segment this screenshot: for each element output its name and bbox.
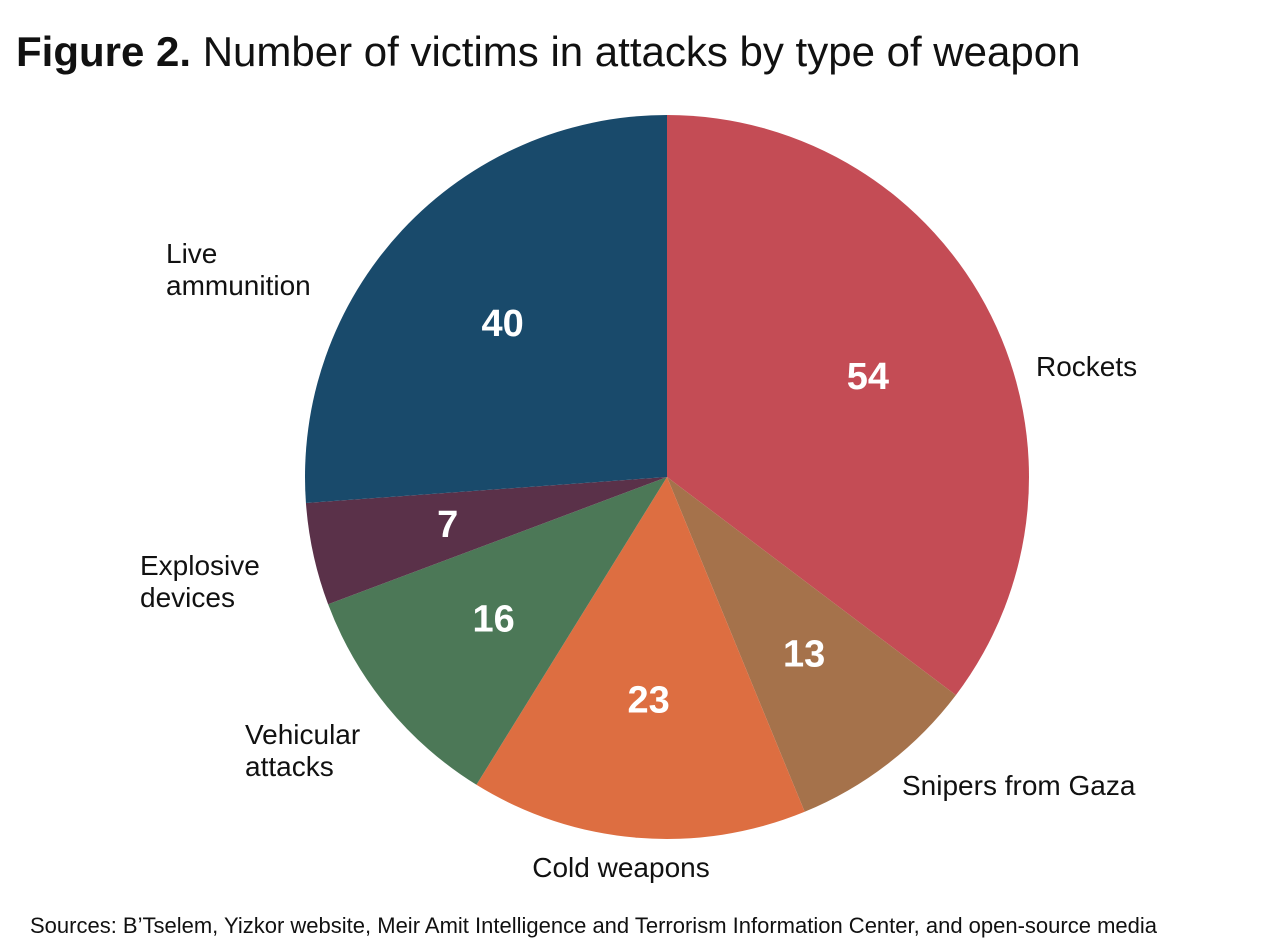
category-label-rockets: Rockets xyxy=(1036,351,1137,382)
pie-category-labels: Rockets Snipers from Gaza Cold weapons Vehi… xyxy=(140,238,1137,883)
chart-source: Sources: B’Tselem, Yizkor website, Meir … xyxy=(30,913,1157,938)
category-label-line: Rockets xyxy=(1036,351,1137,382)
value-label-rockets: 54 xyxy=(847,356,889,398)
category-label-vehicular-attacks: Vehicular attacks xyxy=(245,719,360,782)
category-label-live-ammunition: Live ammunition xyxy=(166,238,311,301)
value-label-explosive-devices: 7 xyxy=(437,504,458,546)
category-label-explosive-devices: Explosive devices xyxy=(140,550,260,613)
chart-title-text: Number of victims in attacks by type of … xyxy=(202,28,1081,75)
category-label-line: Live xyxy=(166,238,217,269)
category-label-line: Explosive xyxy=(140,550,260,581)
category-label-snipers-from-gaza: Snipers from Gaza xyxy=(902,770,1136,801)
chart-title-prefix: Figure 2. xyxy=(16,28,192,75)
pie-slice-vehicular-attacks xyxy=(328,477,667,785)
pie-slice-rockets xyxy=(667,115,1030,696)
pie-slices xyxy=(305,115,1030,839)
category-label-line: attacks xyxy=(245,751,334,782)
pie-slice-live-ammunition xyxy=(305,115,667,503)
category-label-line: ammunition xyxy=(166,270,311,301)
value-label-cold-weapons: 23 xyxy=(627,680,669,722)
value-label-live-ammunition: 40 xyxy=(482,303,524,345)
category-label-line: Snipers from Gaza xyxy=(902,770,1136,801)
category-label-line: devices xyxy=(140,582,235,613)
pie-slice-snipers-from-gaza xyxy=(667,477,956,812)
chart-title: Figure 2. Number of victims in attacks b… xyxy=(16,26,1080,78)
category-label-cold-weapons: Cold weapons xyxy=(532,852,709,883)
pie-slice-explosive-devices xyxy=(305,477,667,605)
category-label-line: Vehicular xyxy=(245,719,360,750)
value-label-vehicular-attacks: 16 xyxy=(472,598,514,640)
pie-value-labels: 54 13 23 16 7 40 xyxy=(437,303,889,722)
category-label-line: Cold weapons xyxy=(532,852,709,883)
value-label-snipers-from-gaza: 13 xyxy=(783,634,825,676)
pie-slice-cold-weapons xyxy=(476,477,805,839)
